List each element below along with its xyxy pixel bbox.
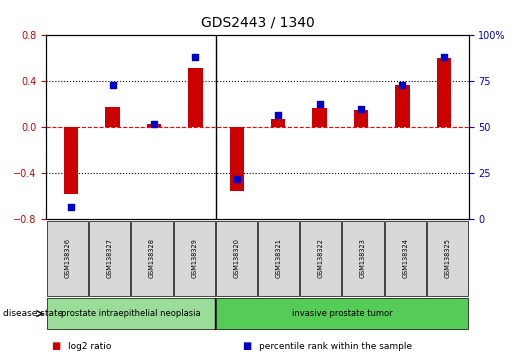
Text: GSM138325: GSM138325 xyxy=(444,239,451,278)
Text: GSM138327: GSM138327 xyxy=(107,239,113,278)
Point xyxy=(398,82,406,88)
Bar xyxy=(147,124,161,127)
Text: GSM138328: GSM138328 xyxy=(149,239,155,278)
Bar xyxy=(64,127,78,194)
Bar xyxy=(437,58,451,127)
Bar xyxy=(188,68,202,127)
Text: GSM138324: GSM138324 xyxy=(402,239,408,278)
Point xyxy=(191,55,199,60)
Bar xyxy=(106,107,120,127)
Text: GDS2443 / 1340: GDS2443 / 1340 xyxy=(201,16,314,30)
Text: log2 ratio: log2 ratio xyxy=(68,342,111,351)
Point xyxy=(316,101,324,106)
Text: percentile rank within the sample: percentile rank within the sample xyxy=(259,342,411,351)
Point xyxy=(150,121,158,127)
Text: GSM138326: GSM138326 xyxy=(64,239,71,278)
Point xyxy=(233,176,241,182)
Bar xyxy=(395,85,409,127)
Point xyxy=(67,204,75,210)
Text: prostate intraepithelial neoplasia: prostate intraepithelial neoplasia xyxy=(61,309,201,318)
Text: GSM138321: GSM138321 xyxy=(276,239,282,278)
Text: GSM138320: GSM138320 xyxy=(233,239,239,278)
Point xyxy=(357,106,365,112)
Text: GSM138329: GSM138329 xyxy=(191,239,197,278)
Point xyxy=(440,55,448,60)
Point xyxy=(109,82,117,88)
Text: ■: ■ xyxy=(242,341,251,351)
Bar xyxy=(354,110,368,127)
Bar xyxy=(271,119,285,127)
Bar xyxy=(230,127,244,191)
Bar xyxy=(313,108,327,127)
Text: ■: ■ xyxy=(52,341,61,351)
Text: invasive prostate tumor: invasive prostate tumor xyxy=(291,309,392,318)
Text: disease state: disease state xyxy=(3,309,63,318)
Text: GSM138322: GSM138322 xyxy=(318,239,324,278)
Point xyxy=(274,112,282,118)
Text: GSM138323: GSM138323 xyxy=(360,239,366,278)
